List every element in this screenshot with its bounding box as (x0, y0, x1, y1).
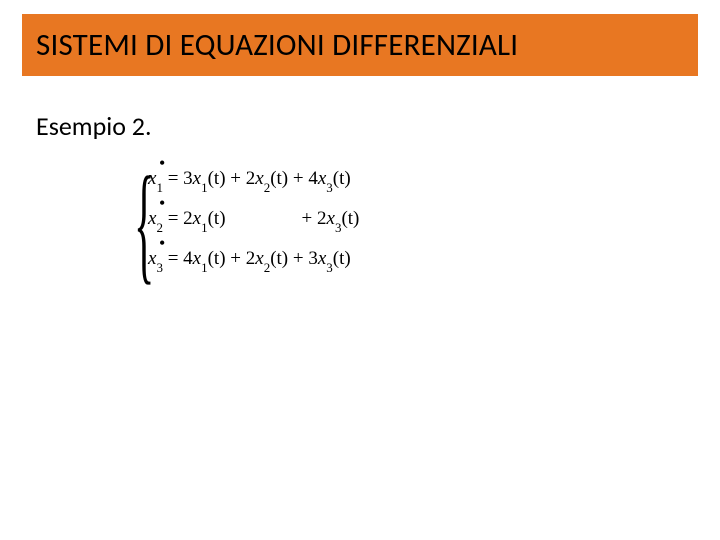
eq-term: + 2x3(t) (302, 208, 360, 233)
dot-icon: • (159, 234, 165, 252)
dot-icon: • (159, 194, 165, 212)
page-title: SISTEMI DI EQUAZIONI DIFFERENZIALI (36, 26, 518, 64)
equation-row: x2 = 2x1(t) + 2x3(t) (148, 208, 359, 248)
title-bar: SISTEMI DI EQUAZIONI DIFFERENZIALI (22, 14, 698, 76)
equation-row: x3 = 4x1(t) + 2x2(t) + 3x3(t) (148, 248, 359, 288)
dot-icon: • (159, 154, 165, 172)
eq-term: 4x1(t) (183, 248, 225, 273)
subtitle: Esempio 2. (36, 110, 152, 142)
equation-row: x1 = 3x1(t) + 2x2(t) + 4x3(t) (148, 168, 359, 208)
left-brace-icon: { (134, 164, 154, 283)
eq-term: + 2x2(t) (226, 248, 289, 273)
eq-gap (226, 208, 302, 230)
eq-term: + 2x2(t) (226, 168, 289, 193)
eq-term: 3x1(t) (183, 168, 225, 193)
eq-term: + 3x3(t) (288, 248, 351, 273)
eq-term: 2x1(t) (183, 208, 225, 233)
eq-term: + 4x3(t) (288, 168, 351, 193)
equation-system: { • • • x1 = 3x1(t) + 2x2(t) + 4x3(t) x2… (148, 168, 359, 288)
